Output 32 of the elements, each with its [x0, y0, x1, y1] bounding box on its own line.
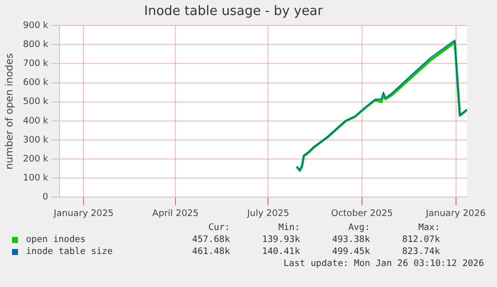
y-tick-label: 300 k	[22, 135, 50, 146]
y-axis-title: number of open inodes	[4, 53, 16, 170]
chart-title: Inode table usage - by year	[144, 4, 324, 20]
text: 139.93k	[262, 235, 300, 245]
x-tick-label: April 2025	[152, 208, 199, 219]
y-tick-label: 200 k	[22, 154, 50, 164]
text: Last update: Mon Jan 26 03:10:12 2026	[284, 259, 484, 269]
text: 461.48k	[192, 247, 230, 257]
text: Min:	[278, 223, 300, 233]
text: 457.68k	[192, 235, 230, 245]
y-tick-label: 900 k	[22, 20, 50, 31]
text: Max:	[418, 223, 440, 233]
text: 140.41k	[262, 247, 300, 257]
legend-label: open inodes	[26, 235, 86, 245]
x-tick-label: January 2025	[52, 208, 114, 219]
y-tick-label: 500 k	[22, 97, 50, 108]
text: 493.38k	[332, 235, 370, 245]
y-tick-label: 0	[42, 192, 49, 203]
x-tick-label: January 2026	[424, 208, 486, 219]
x-tick-label: October 2025	[331, 208, 393, 219]
text: 812.07k	[402, 235, 440, 245]
y-tick-label: 800 k	[22, 40, 50, 50]
y-tick-label: 600 k	[22, 78, 50, 88]
x-tick-label: July 2025	[246, 208, 290, 219]
text: 823.74k	[402, 247, 440, 257]
text: 499.45k	[332, 247, 370, 257]
text: Cur:	[208, 223, 230, 233]
y-tick-label: 700 k	[22, 59, 50, 70]
y-tick-label: 400 k	[22, 116, 50, 126]
legend-label: inode table size	[26, 247, 113, 257]
y-tick-label: 100 k	[22, 173, 50, 184]
text: Avg:	[348, 223, 370, 233]
